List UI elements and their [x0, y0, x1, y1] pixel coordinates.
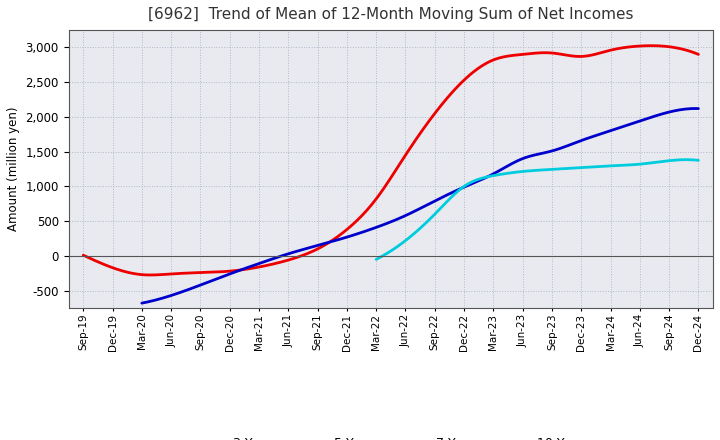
- Legend: 3 Years, 5 Years, 7 Years, 10 Years: 3 Years, 5 Years, 7 Years, 10 Years: [186, 432, 595, 440]
- Title: [6962]  Trend of Mean of 12-Month Moving Sum of Net Incomes: [6962] Trend of Mean of 12-Month Moving …: [148, 7, 634, 22]
- Y-axis label: Amount (million yen): Amount (million yen): [7, 107, 20, 231]
